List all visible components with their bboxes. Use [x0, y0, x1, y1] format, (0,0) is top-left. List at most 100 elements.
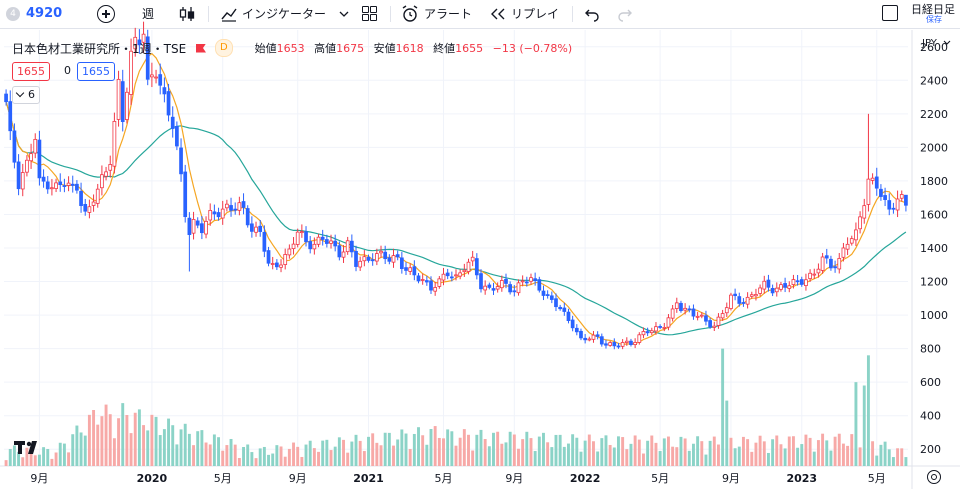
y-tick-label: 400 [920, 410, 941, 423]
layout-name[interactable]: 日経日足 [911, 3, 955, 16]
candle-body [866, 178, 871, 205]
candle-body [820, 256, 825, 271]
candle-body [629, 340, 633, 345]
candle-body [195, 220, 200, 226]
candle-body [799, 279, 804, 285]
candle-body [200, 223, 204, 234]
volume-bar [562, 446, 566, 466]
candle-body [649, 330, 654, 334]
indicator-toggle[interactable]: 6 [12, 86, 40, 104]
candle-body [37, 139, 42, 179]
candle-body [537, 279, 542, 291]
candle-body [716, 316, 721, 326]
candle-body [329, 240, 333, 244]
candle-body [508, 284, 513, 293]
add-symbol-icon[interactable] [97, 5, 115, 23]
candle-body [308, 241, 313, 250]
candle-type-icon[interactable] [178, 5, 196, 23]
volume-bar [667, 436, 670, 466]
candle-body [612, 342, 617, 347]
candle-body [470, 256, 475, 262]
redo-icon[interactable] [617, 6, 633, 22]
dividend-badge[interactable]: D [214, 39, 233, 57]
candle-body [379, 250, 383, 254]
candle-body [408, 267, 413, 272]
candle-body [554, 298, 558, 308]
candle-body [466, 261, 471, 272]
volume-bar [596, 451, 600, 466]
candle-body [683, 307, 687, 311]
volume-bar [492, 432, 495, 466]
volume-bar [750, 451, 754, 466]
candle-body [29, 153, 33, 162]
x-tick-label: 9月 [505, 472, 523, 485]
volume-bar [317, 451, 320, 466]
candle-body [791, 279, 796, 285]
chevron-down-icon [943, 40, 951, 45]
volume-bar [204, 442, 208, 466]
candle-body [774, 287, 779, 293]
volume-bar [716, 444, 720, 466]
x-tick-label: 2020 [137, 472, 168, 485]
save-label[interactable]: 保存 [926, 15, 942, 24]
indicators-icon[interactable] [220, 5, 238, 23]
candle-body [79, 190, 83, 206]
volume-bar [287, 448, 291, 466]
currency-label: JPY [921, 38, 938, 49]
replay-button[interactable]: リプレイ [511, 7, 560, 21]
volume-bar [571, 434, 575, 466]
candle-body [145, 36, 150, 80]
volume-bar [112, 438, 116, 466]
volume-bar [325, 439, 329, 466]
sell-price-box[interactable]: 1655 [12, 62, 50, 81]
candle-body [687, 308, 692, 311]
layout-grid-icon[interactable] [362, 6, 377, 21]
alarm-clock-icon[interactable] [400, 4, 420, 24]
alert-button[interactable]: アラート [424, 7, 473, 21]
interval-button[interactable]: 週 [142, 7, 155, 21]
volume-bar [758, 435, 762, 466]
candle-body [266, 250, 271, 264]
checkbox-icon[interactable] [882, 5, 898, 21]
candle-body [8, 101, 13, 132]
candle-body [879, 188, 883, 197]
settings-gear-icon[interactable] [927, 470, 941, 484]
buy-price-box[interactable]: 1655 [77, 62, 115, 81]
chevron-down-icon[interactable] [339, 9, 349, 19]
volume-bar [771, 439, 775, 466]
candle-body [445, 272, 450, 277]
tradingview-logo-icon [14, 441, 37, 454]
candle-body [20, 172, 25, 190]
candle-body [704, 315, 708, 322]
candle-body [120, 81, 125, 123]
candle-body [4, 93, 8, 103]
symbol-label[interactable]: 4920 [26, 6, 63, 21]
candle-body [337, 245, 342, 258]
volume-bar [546, 442, 550, 466]
candle-body [599, 336, 604, 345]
candle-body [158, 74, 163, 86]
volume-bar [71, 434, 75, 466]
candle-body [358, 260, 363, 268]
candle-body [154, 76, 158, 79]
candle-body [654, 326, 658, 332]
volume-bar [883, 441, 887, 466]
volume-bar [46, 448, 50, 466]
volume-bar [312, 448, 316, 466]
volume-bar [129, 433, 133, 466]
y-tick-label: 2000 [920, 141, 948, 154]
volume-bar [217, 437, 221, 466]
candle-body [566, 311, 571, 322]
volume-bar [654, 442, 658, 466]
volume-bar [162, 429, 166, 466]
candle-body [804, 279, 808, 287]
volume-bar [712, 436, 716, 466]
indicators-button[interactable]: インジケーター [242, 7, 327, 21]
flag-icon[interactable] [196, 43, 206, 53]
volume-bar [96, 424, 100, 466]
candle-body [854, 229, 858, 241]
rewind-icon[interactable] [489, 7, 507, 21]
undo-icon[interactable] [584, 6, 600, 22]
volume-bar [787, 436, 791, 466]
